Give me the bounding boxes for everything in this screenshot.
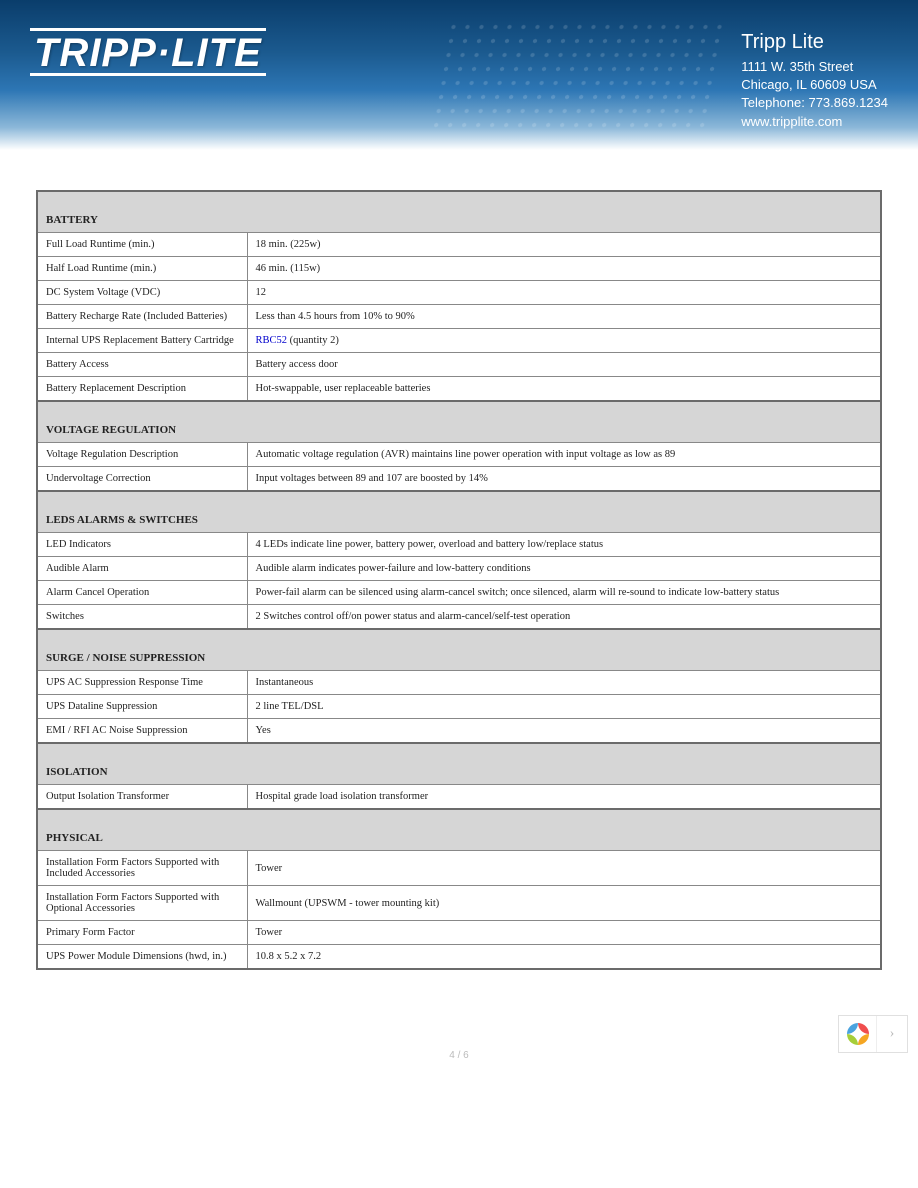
- spec-label: Battery Replacement Description: [37, 377, 247, 402]
- section-title: LEDS ALARMS & SWITCHES: [37, 491, 881, 533]
- section-title: PHYSICAL: [37, 809, 881, 851]
- spec-row: Battery Recharge Rate (Included Batterie…: [37, 305, 881, 329]
- spec-value: 10.8 x 5.2 x 7.2: [247, 945, 881, 970]
- company-name: Tripp Lite: [741, 28, 888, 56]
- brand-logo: TRIPP·LITE: [30, 28, 266, 76]
- spec-label: EMI / RFI AC Noise Suppression: [37, 719, 247, 744]
- spec-value: Wallmount (UPSWM - tower mounting kit): [247, 886, 881, 921]
- section-title: VOLTAGE REGULATION: [37, 401, 881, 443]
- spec-label: UPS Dataline Suppression: [37, 695, 247, 719]
- section-header: VOLTAGE REGULATION: [37, 401, 881, 443]
- spec-label: Half Load Runtime (min.): [37, 257, 247, 281]
- spec-value: Automatic voltage regulation (AVR) maint…: [247, 443, 881, 467]
- spec-row: UPS AC Suppression Response TimeInstanta…: [37, 671, 881, 695]
- spec-value: Hospital grade load isolation transforme…: [247, 785, 881, 810]
- spec-value: Hot-swappable, user replaceable batterie…: [247, 377, 881, 402]
- section-title: BATTERY: [37, 191, 881, 233]
- spec-row: Primary Form FactorTower: [37, 921, 881, 945]
- page-number: 4 / 6: [0, 1050, 918, 1061]
- spec-row: Half Load Runtime (min.)46 min. (115w): [37, 257, 881, 281]
- spec-label: Installation Form Factors Supported with…: [37, 851, 247, 886]
- spec-row: Voltage Regulation DescriptionAutomatic …: [37, 443, 881, 467]
- spec-label: Battery Access: [37, 353, 247, 377]
- spec-value: Battery access door: [247, 353, 881, 377]
- spec-row: Installation Form Factors Supported with…: [37, 851, 881, 886]
- spec-value: 2 line TEL/DSL: [247, 695, 881, 719]
- spec-row: Battery AccessBattery access door: [37, 353, 881, 377]
- spec-label: Primary Form Factor: [37, 921, 247, 945]
- company-address-2: Chicago, IL 60609 USA: [741, 76, 888, 94]
- logo-text: TRIPP·LITE: [30, 28, 266, 76]
- spec-link[interactable]: RBC52: [256, 335, 288, 346]
- spec-row: UPS Dataline Suppression2 line TEL/DSL: [37, 695, 881, 719]
- section-header: ISOLATION: [37, 743, 881, 785]
- spec-row: Alarm Cancel OperationPower-fail alarm c…: [37, 581, 881, 605]
- spec-value: Input voltages between 89 and 107 are bo…: [247, 467, 881, 492]
- footer-widget[interactable]: ›: [838, 1015, 908, 1053]
- spec-value-suffix: (quantity 2): [287, 335, 339, 346]
- spec-value: Audible alarm indicates power-failure an…: [247, 557, 881, 581]
- spec-label: Full Load Runtime (min.): [37, 233, 247, 257]
- spec-table: BATTERYFull Load Runtime (min.)18 min. (…: [36, 190, 882, 970]
- spec-row: DC System Voltage (VDC)12: [37, 281, 881, 305]
- spec-content: BATTERYFull Load Runtime (min.)18 min. (…: [0, 150, 918, 1030]
- spec-row: UPS Power Module Dimensions (hwd, in.)10…: [37, 945, 881, 970]
- spec-label: Output Isolation Transformer: [37, 785, 247, 810]
- spec-row: Internal UPS Replacement Battery Cartrid…: [37, 329, 881, 353]
- spec-label: UPS Power Module Dimensions (hwd, in.): [37, 945, 247, 970]
- spec-value: 18 min. (225w): [247, 233, 881, 257]
- spec-label: LED Indicators: [37, 533, 247, 557]
- spec-label: UPS AC Suppression Response Time: [37, 671, 247, 695]
- spec-row: Output Isolation TransformerHospital gra…: [37, 785, 881, 810]
- company-website: www.tripplite.com: [741, 113, 888, 131]
- spec-value: 4 LEDs indicate line power, battery powe…: [247, 533, 881, 557]
- spec-value: Instantaneous: [247, 671, 881, 695]
- spec-value: 46 min. (115w): [247, 257, 881, 281]
- spec-row: Battery Replacement DescriptionHot-swapp…: [37, 377, 881, 402]
- section-title: SURGE / NOISE SUPPRESSION: [37, 629, 881, 671]
- spec-label: Internal UPS Replacement Battery Cartrid…: [37, 329, 247, 353]
- company-phone: Telephone: 773.869.1234: [741, 94, 888, 112]
- spec-label: Alarm Cancel Operation: [37, 581, 247, 605]
- spec-row: Full Load Runtime (min.)18 min. (225w): [37, 233, 881, 257]
- spec-value: 2 Switches control off/on power status a…: [247, 605, 881, 630]
- header-dots-decoration: [428, 20, 727, 130]
- pinwheel-icon[interactable]: [839, 1016, 877, 1052]
- spec-row: Installation Form Factors Supported with…: [37, 886, 881, 921]
- section-header: PHYSICAL: [37, 809, 881, 851]
- spec-label: Undervoltage Correction: [37, 467, 247, 492]
- spec-value: RBC52 (quantity 2): [247, 329, 881, 353]
- section-header: BATTERY: [37, 191, 881, 233]
- spec-label: Audible Alarm: [37, 557, 247, 581]
- section-header: SURGE / NOISE SUPPRESSION: [37, 629, 881, 671]
- spec-value: Tower: [247, 851, 881, 886]
- spec-value: 12: [247, 281, 881, 305]
- spec-row: LED Indicators4 LEDs indicate line power…: [37, 533, 881, 557]
- spec-value: Less than 4.5 hours from 10% to 90%: [247, 305, 881, 329]
- company-address-1: 1111 W. 35th Street: [741, 58, 888, 76]
- spec-label: Battery Recharge Rate (Included Batterie…: [37, 305, 247, 329]
- spec-label: DC System Voltage (VDC): [37, 281, 247, 305]
- section-title: ISOLATION: [37, 743, 881, 785]
- spec-value: Tower: [247, 921, 881, 945]
- spec-label: Switches: [37, 605, 247, 630]
- spec-row: EMI / RFI AC Noise SuppressionYes: [37, 719, 881, 744]
- spec-row: Switches2 Switches control off/on power …: [37, 605, 881, 630]
- spec-label: Voltage Regulation Description: [37, 443, 247, 467]
- spec-row: Undervoltage CorrectionInput voltages be…: [37, 467, 881, 492]
- spec-row: Audible AlarmAudible alarm indicates pow…: [37, 557, 881, 581]
- section-header: LEDS ALARMS & SWITCHES: [37, 491, 881, 533]
- chevron-right-icon[interactable]: ›: [877, 1016, 907, 1052]
- page-header: TRIPP·LITE Tripp Lite 1111 W. 35th Stree…: [0, 0, 918, 150]
- spec-label: Installation Form Factors Supported with…: [37, 886, 247, 921]
- spec-value: Power-fail alarm can be silenced using a…: [247, 581, 881, 605]
- company-contact: Tripp Lite 1111 W. 35th Street Chicago, …: [741, 28, 888, 131]
- spec-value: Yes: [247, 719, 881, 744]
